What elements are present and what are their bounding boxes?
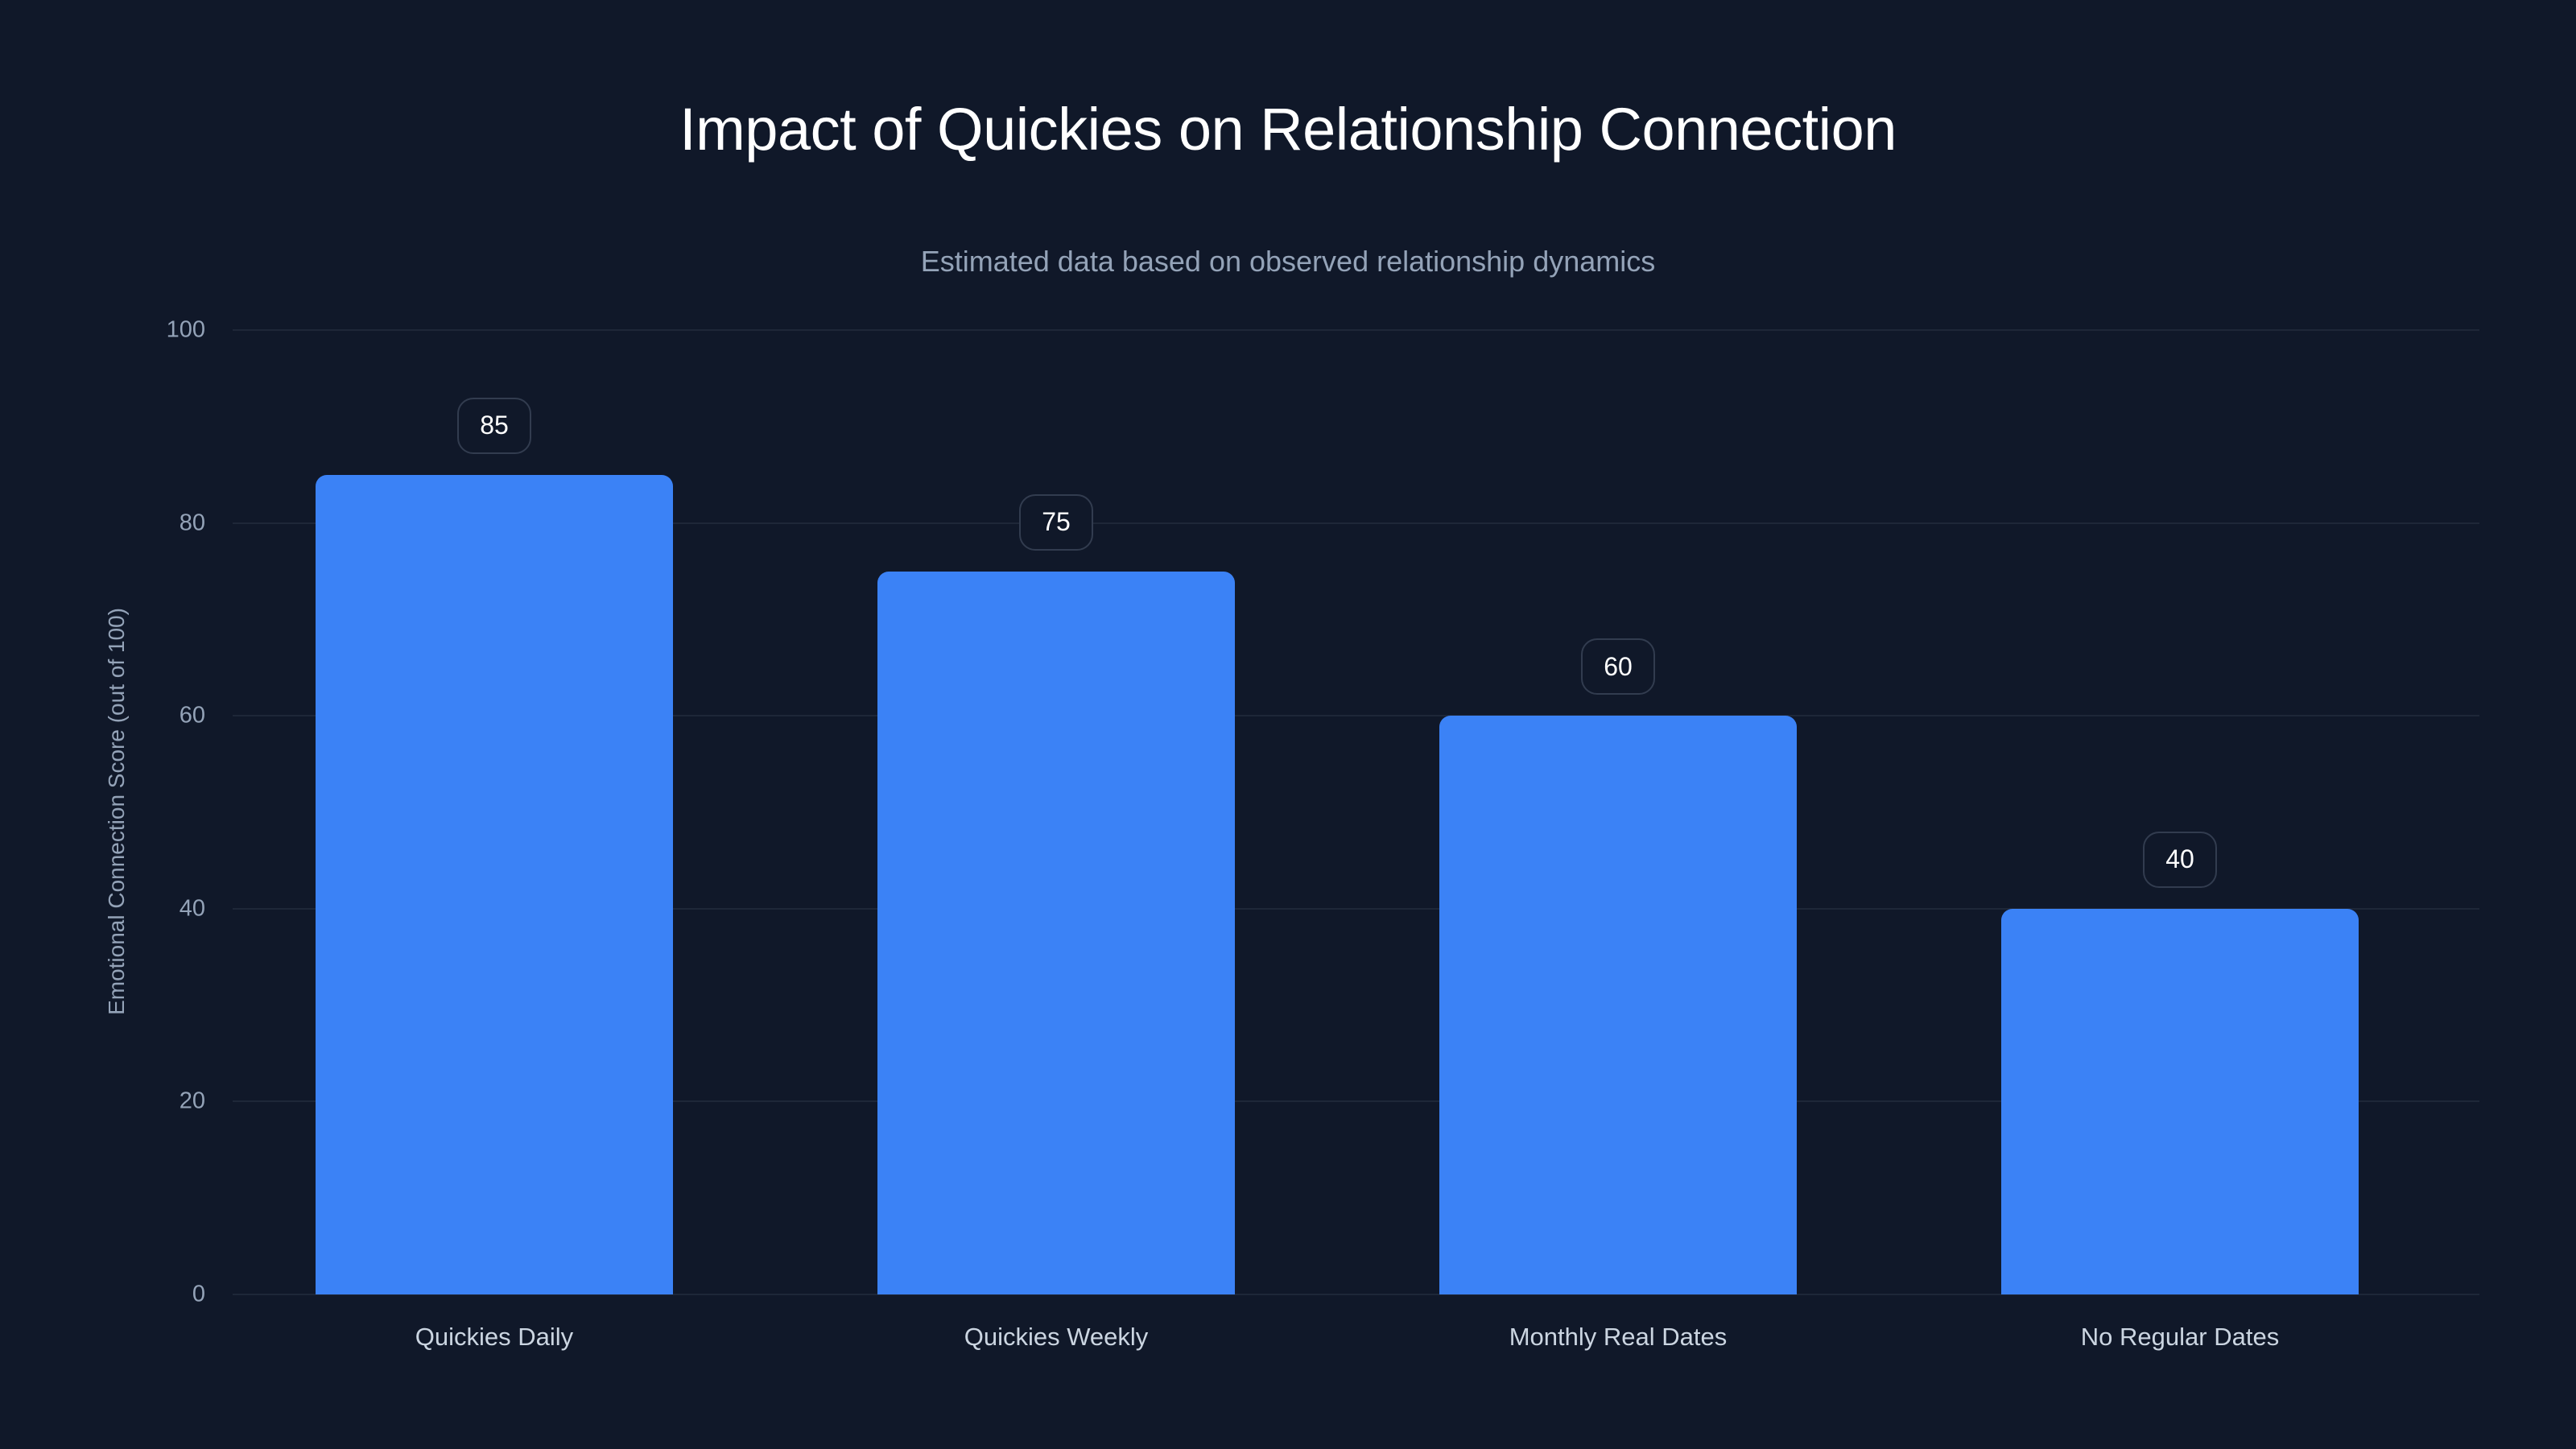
bar-value-label: 40 <box>2143 831 2217 888</box>
chart-subtitle: Estimated data based on observed relatio… <box>920 245 1656 278</box>
gridline <box>233 329 2479 331</box>
bar[interactable] <box>316 474 673 1294</box>
gridline <box>233 522 2479 524</box>
bar[interactable] <box>877 571 1235 1294</box>
gridline <box>233 1294 2479 1295</box>
bar[interactable] <box>1439 716 1797 1294</box>
chart-title: Impact of Quickies on Relationship Conne… <box>679 96 1897 163</box>
gridline <box>233 907 2479 910</box>
x-category-label: Monthly Real Dates <box>1509 1323 1728 1351</box>
y-tick-label: 100 <box>166 316 205 343</box>
y-tick-label: 80 <box>179 510 205 536</box>
y-tick-label: 20 <box>179 1088 205 1114</box>
bar-value-label: 85 <box>457 397 531 454</box>
x-category-label: Quickies Weekly <box>964 1323 1149 1351</box>
gridline <box>233 1100 2479 1103</box>
bar-value-label: 75 <box>1019 493 1093 551</box>
gridline <box>233 715 2479 717</box>
bar-value-label: 60 <box>1581 638 1655 696</box>
y-axis-title: Emotional Connection Score (out of 100) <box>104 608 129 1015</box>
y-tick-label: 60 <box>179 702 205 729</box>
plot-area: 85 75 60 40 <box>233 329 2479 1295</box>
y-tick-label: 0 <box>192 1281 205 1307</box>
x-category-label: No Regular Dates <box>2080 1323 2280 1351</box>
y-tick-label: 40 <box>179 895 205 922</box>
x-category-label: Quickies Daily <box>415 1323 574 1351</box>
bar[interactable] <box>2001 908 2359 1294</box>
